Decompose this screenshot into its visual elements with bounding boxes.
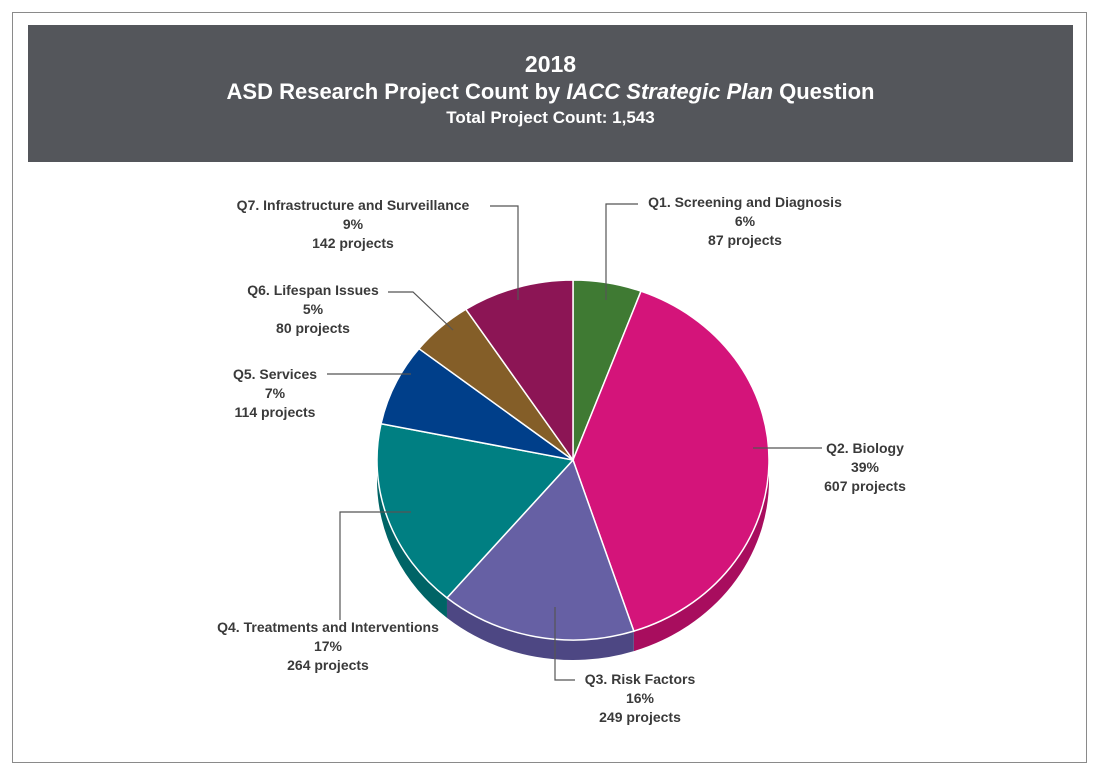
chart-header: 2018 ASD Research Project Count by IACC … (28, 25, 1073, 162)
slice-count: 114 projects (234, 404, 316, 420)
slice-label: Q3. Risk Factors (584, 671, 696, 687)
slice-side-3 (446, 597, 634, 660)
label-q6: Q6. Lifespan Issues 5% 80 projects (247, 281, 379, 338)
slice-count: 142 projects (312, 235, 394, 251)
slice-label: Q1. Screening and Diagnosis (648, 194, 842, 210)
slice-percent: 17% (313, 638, 343, 654)
slice-percent: 9% (342, 216, 364, 232)
label-q3: Q3. Risk Factors 16% 249 projects (585, 670, 696, 727)
slice-side-2 (633, 460, 769, 652)
title-text: ASD Research Project Count by (226, 79, 567, 104)
label-q2: Q2. Biology 39% 607 projects (824, 439, 906, 496)
chart-title: ASD Research Project Count by IACC Strat… (28, 78, 1073, 106)
label-q1: Q1. Screening and Diagnosis 6% 87 projects (648, 193, 842, 250)
leader-q3 (554, 607, 575, 681)
chart-year: 2018 (524, 51, 577, 77)
slice-label: Q5. Services (232, 366, 318, 382)
pie-slice-q4 (376, 422, 575, 599)
slice-percent: 5% (302, 301, 324, 317)
pie-slice-q3 (445, 458, 635, 641)
label-q4: Q4. Treatments and Interventions 17% 264 p… (217, 618, 439, 675)
title-text-end: Question (773, 79, 875, 104)
title-italic: IACC Strategic Plan (566, 79, 774, 104)
slice-count: 249 projects (599, 709, 681, 725)
slice-percent: 16% (625, 690, 655, 706)
slice-percent: 39% (850, 459, 880, 475)
slice-count: 80 projects (276, 320, 350, 336)
leader-q7 (490, 205, 519, 300)
leader-q6 (388, 291, 454, 331)
leader-q1 (605, 203, 638, 300)
slice-count: 607 projects (824, 478, 906, 494)
slice-count: 264 projects (287, 657, 369, 673)
leader-q4 (339, 511, 411, 620)
slice-percent: 6% (734, 213, 756, 229)
pie-slice-q2 (572, 290, 770, 633)
slice-label: Q4. Treatments and Interventions (217, 619, 439, 635)
label-q5: Q5. Services 7% 114 projects (233, 365, 317, 422)
slice-count: 87 projects (708, 232, 782, 248)
chart-subtitle: Total Project Count: 1,543 (446, 108, 655, 127)
slice-percent: 7% (264, 385, 286, 401)
slice-label: Q2. Biology (826, 440, 904, 456)
slice-label: Q7. Infrastructure and Surveillance (236, 197, 470, 213)
slice-label: Q6. Lifespan Issues (247, 282, 379, 298)
label-q7: Q7. Infrastructure and Surveillance 9% 142… (237, 196, 470, 253)
pie-slice-q7 (464, 279, 574, 463)
slice-side-4 (376, 460, 447, 618)
